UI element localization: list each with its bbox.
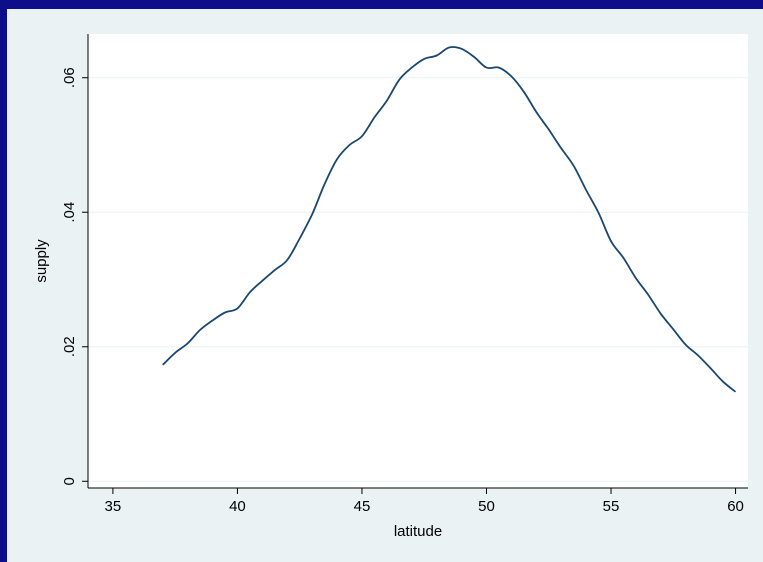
plot-area — [88, 34, 748, 488]
y-tick-label: .06 — [61, 67, 78, 88]
x-tick-label: 60 — [727, 498, 744, 515]
x-tick-label: 40 — [229, 498, 246, 515]
grid-lines — [88, 77, 748, 482]
y-tick-label: .04 — [61, 202, 78, 223]
x-axis-title: latitude — [394, 523, 442, 540]
y-tick-label: 0 — [61, 477, 78, 485]
y-axis-title: supply — [33, 239, 50, 283]
y-ticks: 0 .02 .04 .06 — [61, 67, 88, 485]
x-tick-label: 50 — [478, 498, 495, 515]
x-tick-label: 45 — [354, 498, 371, 515]
x-tick-label: 35 — [105, 498, 122, 515]
x-ticks: 35 40 45 50 55 60 — [105, 488, 744, 515]
series-line-supply — [162, 46, 737, 393]
y-tick-label: .02 — [61, 336, 78, 357]
x-tick-label: 55 — [603, 498, 620, 515]
